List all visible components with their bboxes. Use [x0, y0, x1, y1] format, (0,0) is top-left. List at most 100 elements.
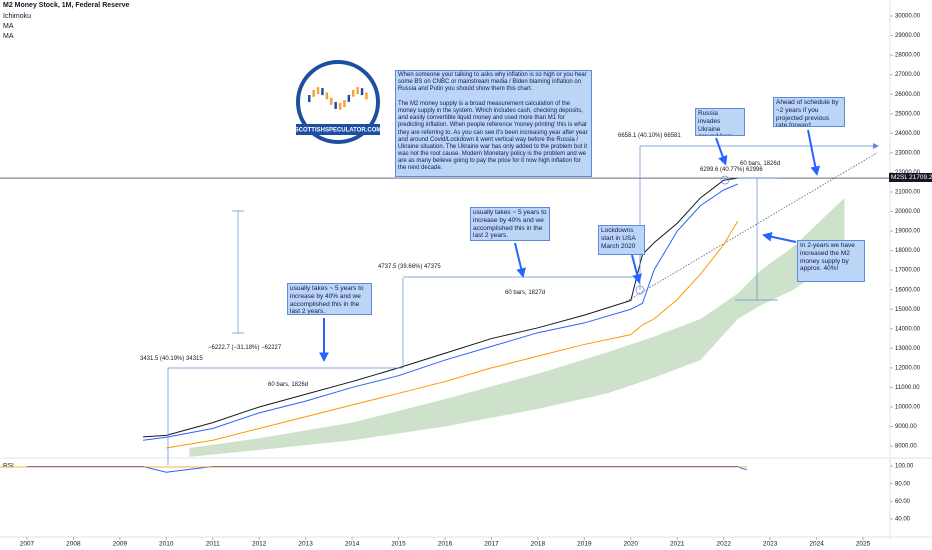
measure-label: 60 bars, 1826d — [740, 161, 781, 167]
x-tick-label: 2021 — [670, 541, 685, 548]
x-tick-label: 2010 — [159, 541, 174, 548]
arrow-head — [632, 273, 642, 284]
logo-candle — [316, 87, 320, 95]
projection-line — [625, 152, 878, 302]
x-tick-label: 2017 — [484, 541, 499, 548]
x-tick-label: 2022 — [716, 541, 731, 548]
legend-item: MA — [3, 33, 14, 40]
y-tick-label: 20000.00 — [895, 209, 921, 215]
marker-circle — [635, 285, 645, 295]
measure-label: 60 bars, 1826d — [268, 382, 309, 388]
y-tick-label: 21000.00 — [895, 190, 921, 196]
x-tick-label: 2007 — [20, 541, 35, 548]
y-tick-label: 24000.00 — [895, 131, 921, 137]
series-line — [143, 183, 738, 441]
y-tick-label: 14000.00 — [895, 326, 921, 332]
logo-candle — [347, 94, 351, 102]
logo-candle — [343, 100, 346, 108]
y-tick-label: 17000.00 — [895, 268, 921, 274]
logo-ring — [296, 60, 380, 144]
measure-label: 6299.6 (40.77%) 62996 — [700, 167, 763, 173]
x-tick-label: 2012 — [252, 541, 267, 548]
measure-label: 3431.5 (40.19%) 34315 — [140, 356, 203, 362]
logo-candle — [312, 89, 315, 97]
arrow — [514, 242, 523, 273]
x-tick-label: 2013 — [298, 541, 313, 548]
y-tick-label: 10000.00 — [895, 405, 921, 411]
logo-candle — [365, 92, 368, 100]
logo-candle — [334, 101, 337, 109]
x-tick-label: 2023 — [763, 541, 778, 548]
arrow-head — [810, 165, 821, 176]
y-tick-label: 22000.00 — [895, 170, 921, 176]
x-tick-label: 2008 — [66, 541, 81, 548]
arrow — [767, 235, 797, 243]
annotation: usually takes ~ 5 years to increase by 4… — [287, 283, 372, 315]
last-value-tag: 21709.2 — [907, 173, 932, 182]
annotation: usually takes ~ 5 years to increase by 4… — [470, 207, 550, 241]
rsi-tick-label: 60.00 — [895, 499, 911, 505]
y-tick-label: 30000.00 — [895, 14, 921, 20]
measure-arrow — [873, 143, 879, 149]
rsi-tick-label: 40.00 — [895, 517, 911, 523]
chart-title: M2 Money Stock, 1M, Federal Reserve — [3, 2, 130, 9]
y-tick-label: 26000.00 — [895, 92, 921, 98]
measure-label: 60 bars, 1827d — [505, 290, 546, 296]
logo-candle — [330, 97, 333, 105]
x-tick-label: 2025 — [856, 541, 871, 548]
y-tick-label: 9000.00 — [895, 424, 917, 430]
logo-banner — [296, 124, 380, 135]
symbol-tag: M2SL — [889, 173, 910, 182]
rsi-label: RSI — [3, 463, 14, 470]
logo-candle — [338, 102, 342, 110]
x-tick-label: 2020 — [624, 541, 639, 548]
arrow-head — [516, 267, 526, 278]
x-tick-label: 2018 — [531, 541, 546, 548]
y-tick-label: 29000.00 — [895, 33, 921, 39]
rsi-tick-label: 80.00 — [895, 481, 911, 487]
y-tick-label: 12000.00 — [895, 365, 921, 371]
y-tick-label: 15000.00 — [895, 307, 921, 313]
x-tick-label: 2019 — [577, 541, 592, 548]
series-line — [166, 221, 739, 449]
y-tick-label: 25000.00 — [895, 111, 921, 117]
logo-candle — [325, 92, 329, 100]
legend-item: Ichimoku — [3, 13, 32, 20]
y-tick-label: 27000.00 — [895, 72, 921, 78]
arrow — [715, 137, 725, 161]
series-line — [143, 177, 738, 438]
x-tick-label: 2009 — [113, 541, 128, 548]
arrow-head — [718, 155, 728, 166]
y-tick-label: 28000.00 — [895, 53, 921, 59]
logo-candle — [356, 87, 359, 95]
y-tick-label: 18000.00 — [895, 248, 921, 254]
arrow — [807, 129, 817, 171]
y-tick-label: 23000.00 — [895, 150, 921, 156]
y-tick-label: 8000.00 — [895, 444, 917, 450]
annotation: In 2-years we have increased the M2 mone… — [797, 240, 865, 282]
marker-circle — [720, 175, 730, 185]
arrow-head — [319, 352, 329, 362]
logo-candle — [321, 88, 324, 96]
annotation: When someone your talking to asks why in… — [395, 70, 592, 177]
logo-candle — [352, 89, 355, 97]
y-tick-label: 19000.00 — [895, 229, 921, 235]
rsi-tick-label: 100.00 — [895, 464, 914, 470]
arrow — [631, 254, 639, 279]
annotation: Russia invades Ukraine around here — [695, 108, 745, 136]
annotation: Lockdowns start in USA March 2020 — [598, 225, 645, 255]
ichimoku-cloud — [189, 197, 845, 457]
x-tick-label: 2011 — [206, 541, 220, 548]
y-tick-label: 13000.00 — [895, 346, 921, 352]
logo-candle — [360, 88, 364, 96]
y-tick-label: 11000.00 — [895, 385, 920, 391]
annotation: Ahead of schedule by ~2 years if you pro… — [773, 97, 845, 127]
arrow-head — [762, 231, 773, 242]
measure-label: 6658.1 (40.10%) 66581 — [618, 133, 681, 139]
x-tick-label: 2014 — [345, 541, 360, 548]
logo-candle — [308, 95, 311, 102]
x-tick-label: 2024 — [809, 541, 824, 548]
measure-label: 4737.5 (39.66%) 47375 — [378, 264, 441, 270]
